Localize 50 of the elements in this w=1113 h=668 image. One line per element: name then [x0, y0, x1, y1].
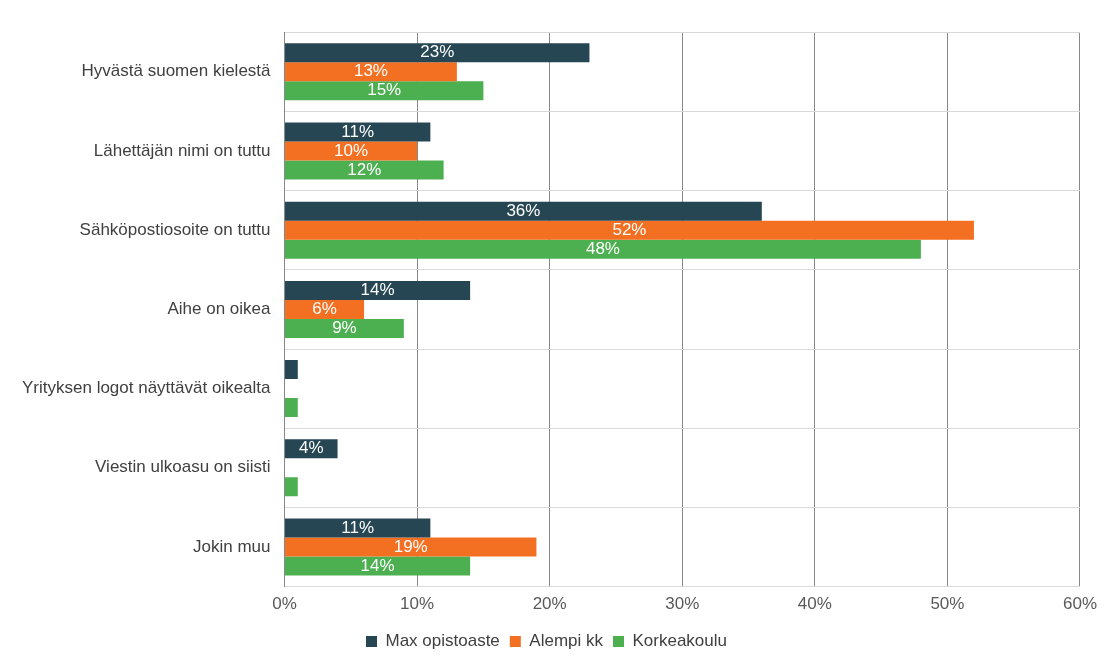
bar: [285, 43, 590, 63]
bar: [285, 360, 298, 380]
bar: [285, 201, 762, 221]
data-label: 52%: [612, 219, 647, 239]
data-label: 6%: [312, 299, 337, 319]
y-tick-label: Viestin ulkoasu on siisti: [95, 457, 271, 477]
bar: [285, 477, 298, 497]
legend-label: Max opistoaste: [385, 631, 500, 651]
data-label: 23%: [420, 42, 455, 62]
data-label: 15%: [367, 80, 402, 100]
bar: [285, 318, 404, 338]
data-label: 48%: [585, 238, 620, 258]
x-tick-label: 40%: [797, 594, 832, 614]
bar: [285, 122, 431, 142]
data-label: 14%: [360, 555, 395, 575]
bar: [285, 280, 471, 300]
x-tick-label: 10%: [400, 594, 435, 614]
y-tick-label: Aihe on oikea: [167, 299, 272, 319]
bar: [285, 220, 974, 240]
bar: [285, 398, 298, 418]
bar: [285, 537, 537, 557]
bar: [285, 141, 418, 161]
data-label: 9%: [332, 318, 357, 338]
x-tick-label: 60%: [1062, 594, 1097, 614]
legend-label: Alempi kk: [529, 631, 604, 651]
bar: [285, 239, 921, 259]
bar: [285, 556, 471, 576]
data-label: 19%: [393, 536, 428, 556]
y-tick-label: Hyvästä suomen kielestä: [81, 61, 272, 81]
bar: [285, 160, 444, 180]
x-tick-label: 30%: [665, 594, 700, 614]
x-tick-label: 50%: [930, 594, 965, 614]
data-label: 4%: [299, 438, 324, 458]
data-label: 11%: [341, 121, 375, 141]
bar: [285, 518, 431, 538]
x-tick-label: 20%: [532, 594, 567, 614]
bar: [285, 81, 484, 101]
y-tick-label: Yrityksen logot näyttävät oikealta: [21, 378, 272, 398]
x-tick-label: 0%: [272, 594, 297, 614]
data-label: 13%: [353, 61, 388, 81]
data-label: 36%: [506, 200, 541, 220]
y-tick-label: Jokin muu: [193, 536, 271, 556]
data-label: 11%: [341, 517, 375, 537]
legend-label: Korkeakoulu: [632, 631, 728, 651]
data-label: 10%: [334, 140, 369, 160]
y-tick-label: Lähettäjän nimi on tuttu: [93, 140, 271, 160]
y-tick-label: Sähköpostiosoite on tuttu: [79, 219, 271, 239]
data-label: 12%: [347, 159, 382, 179]
data-label: 14%: [360, 280, 395, 300]
bar: [285, 62, 457, 82]
